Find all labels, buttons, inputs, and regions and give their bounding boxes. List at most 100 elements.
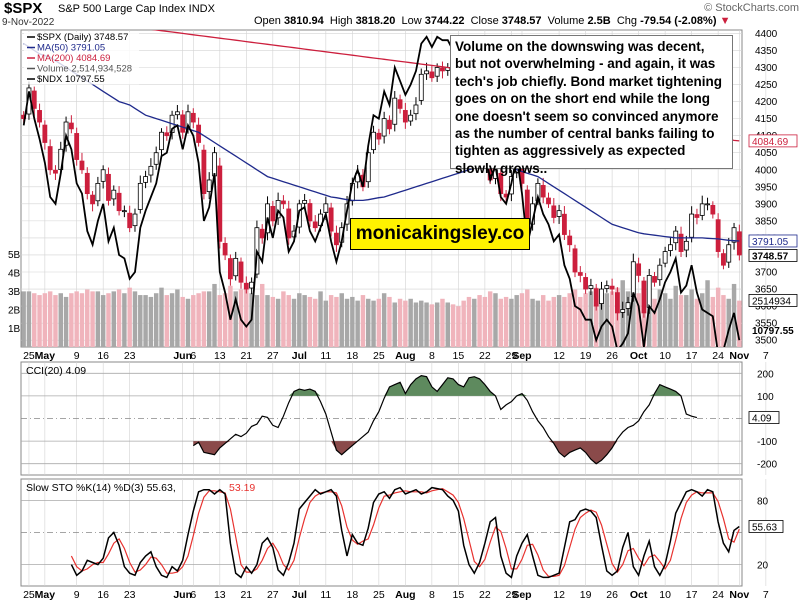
volume-bar bbox=[297, 293, 302, 347]
x-tick-label-top: Sep bbox=[512, 350, 531, 362]
candle-body bbox=[47, 146, 53, 171]
price-tick-label: 3600 bbox=[755, 302, 778, 313]
x-tick-label-top: May bbox=[35, 350, 56, 362]
x-tick-label-bottom: 6 bbox=[190, 589, 196, 601]
candle-body bbox=[429, 71, 435, 79]
x-tick-label-bottom: 18 bbox=[346, 589, 358, 601]
volume-bar bbox=[593, 287, 599, 347]
volume-bar bbox=[291, 298, 297, 347]
candle-body bbox=[53, 169, 58, 174]
annotation-box: Volume on the downswing was decent, but … bbox=[450, 35, 733, 176]
volume-bar bbox=[90, 291, 95, 347]
ndx-line bbox=[22, 35, 741, 347]
ma50-value-label-box bbox=[748, 234, 798, 248]
candle-body bbox=[153, 152, 159, 165]
volume-bar bbox=[217, 295, 223, 347]
volume-bar bbox=[503, 296, 509, 347]
volume-bar bbox=[111, 291, 117, 347]
candle-body bbox=[652, 276, 657, 283]
volume-bar bbox=[270, 296, 276, 347]
volume-bar bbox=[381, 293, 387, 347]
volume-bar bbox=[445, 302, 450, 347]
volume-value-label-box bbox=[748, 294, 798, 307]
volume-bar bbox=[339, 293, 344, 347]
volume-bar bbox=[360, 295, 366, 347]
candle-body bbox=[100, 169, 106, 182]
candle-body bbox=[546, 197, 551, 205]
candle-body bbox=[689, 213, 695, 238]
x-tick-label-bottom: 25 bbox=[373, 589, 385, 601]
x-tick-label-top: Aug bbox=[395, 350, 415, 362]
candle-body bbox=[206, 179, 212, 192]
volume-bar bbox=[79, 293, 85, 347]
candle-body bbox=[95, 182, 101, 202]
x-tick-label-top: 18 bbox=[346, 350, 358, 362]
price-tick-label: 4150 bbox=[755, 114, 778, 125]
volume-bar bbox=[636, 293, 641, 347]
volume-bar bbox=[148, 296, 154, 347]
x-tick-label-top: 6 bbox=[190, 350, 196, 362]
volume-bar bbox=[466, 296, 472, 347]
candle-body bbox=[227, 258, 233, 280]
volume-bar bbox=[726, 298, 731, 347]
volume-bar bbox=[132, 291, 138, 347]
candle-body bbox=[148, 165, 154, 176]
volume-tick-label: 2B bbox=[8, 305, 21, 316]
candle-body bbox=[159, 131, 164, 151]
candle-body bbox=[572, 248, 578, 273]
candle-body bbox=[402, 110, 408, 123]
candle-body bbox=[699, 203, 705, 216]
candle-body bbox=[609, 285, 615, 290]
volume-bar bbox=[53, 295, 58, 347]
volume-bar bbox=[408, 298, 413, 347]
price-tick-label: 3550 bbox=[755, 319, 778, 330]
price-tick-label: 3700 bbox=[755, 268, 778, 279]
volume-bar bbox=[185, 298, 191, 347]
chg-label: Chg bbox=[616, 15, 637, 27]
volume-bar bbox=[519, 293, 525, 347]
candle-body bbox=[736, 231, 742, 256]
candle-body bbox=[620, 309, 626, 313]
candle-body bbox=[143, 176, 148, 183]
candle-body bbox=[387, 119, 392, 130]
x-tick-label-bottom: 26 bbox=[606, 589, 618, 601]
ma200-value-label-box bbox=[748, 134, 798, 148]
candle-body bbox=[37, 110, 42, 123]
sto-title: Slow STO %K(14) %D(3) 55.63, bbox=[26, 482, 176, 494]
volume-bar bbox=[206, 291, 212, 347]
volume-bar bbox=[429, 304, 435, 347]
x-tick-label-top: 26 bbox=[606, 350, 618, 362]
volume-bar bbox=[551, 296, 557, 347]
volume-bar bbox=[286, 295, 291, 347]
volume-bar bbox=[530, 298, 535, 347]
x-tick-label-bottom: 21 bbox=[240, 589, 252, 601]
candle-body bbox=[132, 213, 138, 227]
sto-value-box bbox=[748, 520, 784, 533]
legend-ma200: MA(200) 4084.69 bbox=[37, 53, 110, 64]
candle-body bbox=[662, 251, 668, 264]
legend-volume: Volume 2,514,934,528 bbox=[37, 64, 132, 75]
candle-body bbox=[243, 282, 249, 290]
volume-bar bbox=[556, 295, 562, 347]
candle-body bbox=[577, 272, 583, 276]
volume-bar bbox=[196, 293, 201, 347]
candle-body bbox=[90, 194, 95, 205]
candle-body bbox=[180, 114, 186, 133]
volume-bar bbox=[646, 291, 652, 347]
x-tick-label-bottom: 22 bbox=[479, 589, 491, 601]
candle-body bbox=[657, 264, 663, 281]
volume-bar bbox=[201, 291, 207, 347]
candle-body bbox=[286, 208, 292, 239]
volume-bar bbox=[694, 298, 700, 347]
price-tick-label: 3900 bbox=[755, 199, 778, 210]
candle-body bbox=[726, 244, 732, 263]
x-tick-label-bottom: Oct bbox=[630, 589, 648, 601]
x-tick-label-bottom: Jun bbox=[173, 589, 192, 601]
x-tick-label-top: 21 bbox=[240, 350, 252, 362]
x-tick-label-bottom: 27 bbox=[267, 589, 279, 601]
candle-body bbox=[302, 200, 308, 204]
volume-bar bbox=[233, 291, 238, 347]
cci-positive-area bbox=[193, 375, 697, 396]
candle-body bbox=[683, 240, 689, 251]
volume-bar bbox=[159, 287, 164, 347]
